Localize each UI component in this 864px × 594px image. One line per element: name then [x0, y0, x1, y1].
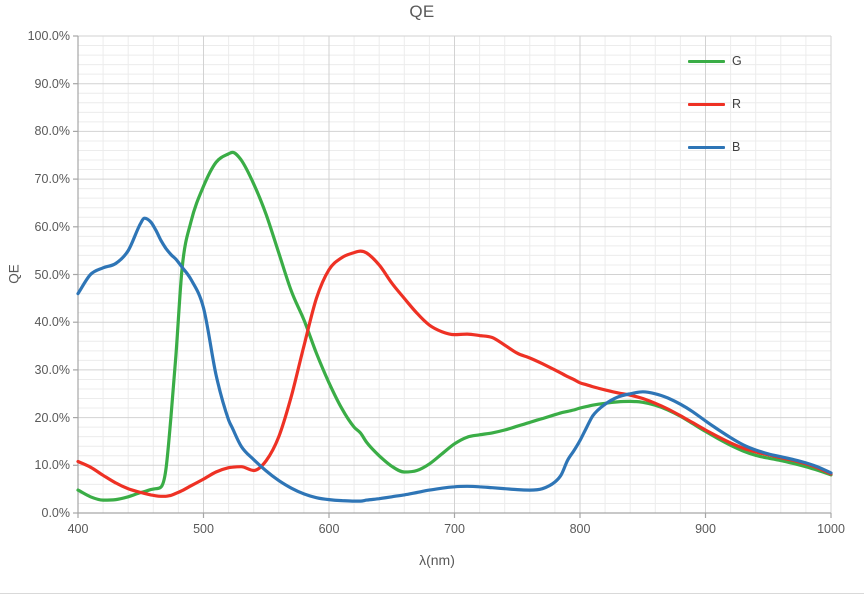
y-tick-label: 100.0%	[27, 29, 70, 43]
x-tick-label: 400	[67, 522, 89, 536]
legend-line-b-icon	[688, 145, 725, 149]
legend: G R B	[688, 51, 742, 180]
legend-label-g: G	[732, 54, 742, 68]
x-tick-label: 500	[193, 522, 214, 536]
legend-label-b: B	[732, 140, 741, 154]
y-tick-label: 40.0%	[34, 315, 70, 330]
legend-item-b: B	[688, 137, 742, 157]
y-tick-label: 50.0%	[34, 267, 70, 282]
x-tick-label: 700	[444, 522, 465, 536]
legend-item-g: G	[688, 51, 742, 71]
chart-title: QE	[409, 2, 435, 21]
legend-line-g-icon	[688, 59, 725, 63]
y-tick-label: 60.0%	[34, 219, 70, 234]
y-tick-label: 0.0%	[41, 506, 71, 520]
y-tick-label: 20.0%	[34, 410, 70, 425]
x-tick-label: 1000	[817, 522, 845, 536]
y-tick-label: 70.0%	[34, 172, 70, 187]
legend-item-r: R	[688, 94, 742, 114]
x-tick-label: 600	[318, 522, 340, 536]
x-tick-label: 900	[695, 522, 716, 536]
y-tick-label: 30.0%	[34, 362, 70, 377]
legend-line-r-icon	[688, 102, 725, 106]
x-tick-label: 800	[569, 522, 591, 536]
y-tick-label: 90.0%	[34, 76, 70, 91]
y-tick-label: 80.0%	[34, 124, 70, 139]
x-axis-title: λ(nm)	[419, 552, 455, 568]
legend-label-r: R	[732, 97, 742, 111]
y-tick-label: 10.0%	[34, 458, 70, 473]
